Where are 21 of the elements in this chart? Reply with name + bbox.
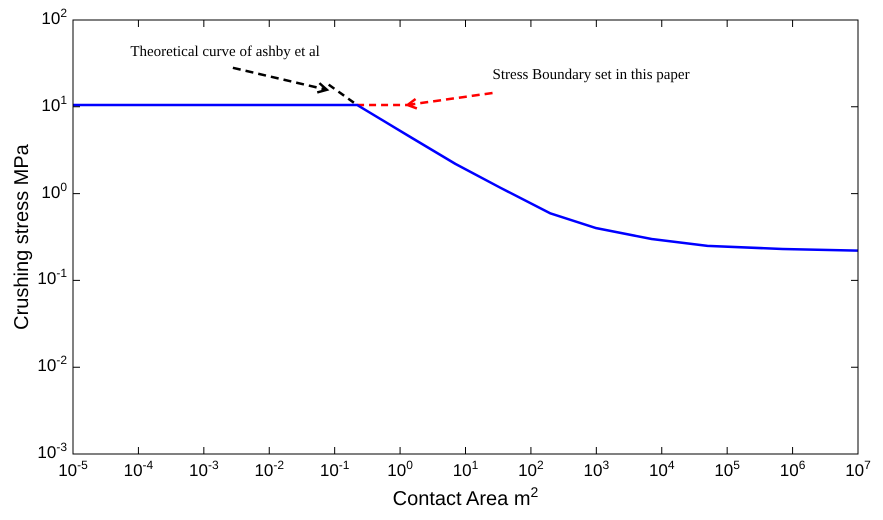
x-tick-label: 10$^{5}$: [714, 458, 740, 480]
annotation: Stress Boundary set in this paper: [492, 66, 690, 83]
x-tick-label: 10$^{7}$: [845, 458, 871, 480]
y-tick-label: 10$^{1}$: [41, 92, 67, 115]
x-tick-label: 10$^{-1}$: [320, 458, 350, 480]
x-tick-label: 10$^{-4}$: [124, 458, 154, 480]
x-tick-label: 10$^{-3}$: [189, 458, 219, 480]
x-tick-label: 10$^{1}$: [452, 458, 478, 480]
y-tick-label: 10$^{0}$: [41, 179, 67, 202]
x-tick-label: 10$^{-2}$: [254, 458, 284, 480]
x-tick-label: 10$^{0}$: [387, 458, 413, 480]
annotation: Theoretical curve of ashby et al: [130, 44, 320, 60]
y-tick-label: 10$^{2}$: [41, 6, 67, 28]
x-tick-label: 10$^{2}$: [518, 458, 544, 480]
y-tick-label: 10$^{-2}$: [37, 352, 67, 375]
x-tick-label: 10$^{3}$: [584, 458, 610, 480]
y-tick-label: 10$^{-1}$: [37, 266, 67, 288]
y-axis-title: Crushing stress MPa: [11, 144, 33, 330]
x-axis-title: Contact Area m$^{2}$: [392, 484, 538, 510]
x-tick-label: 10$^{4}$: [648, 458, 675, 480]
x-tick-label: 10$^{6}$: [780, 458, 806, 480]
